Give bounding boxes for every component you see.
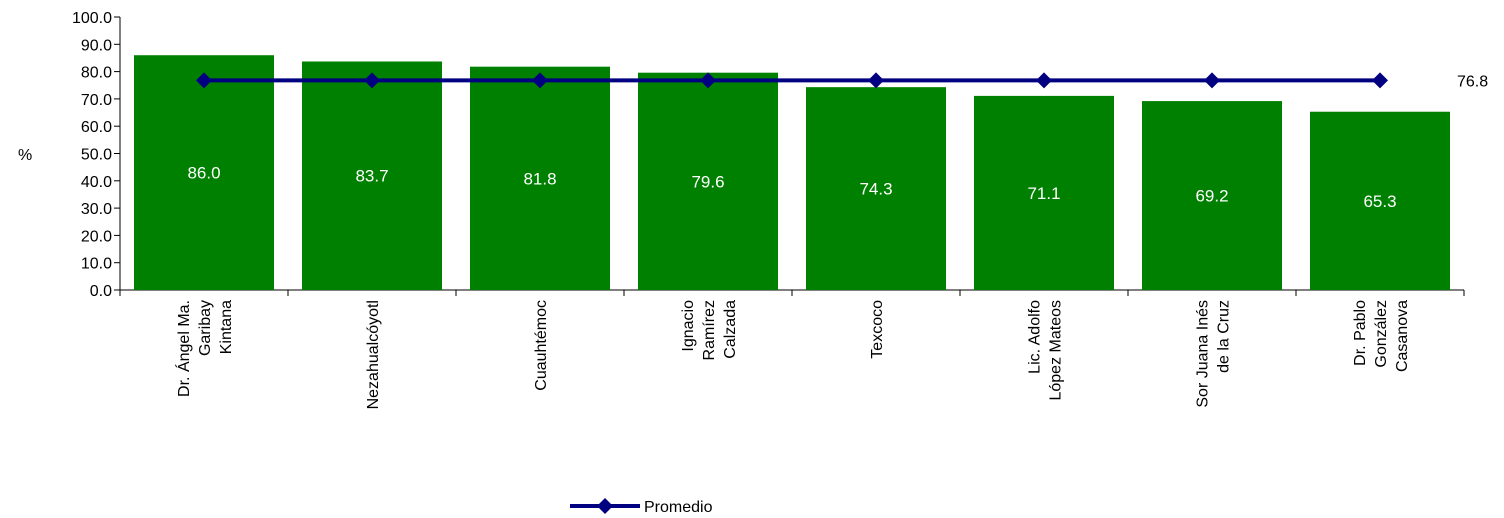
bar-value-label: 69.2 [1195,187,1228,206]
category-label-line: de la Cruz [1216,300,1233,373]
category-label: Texcoco [869,300,886,359]
y-tick-label: 70.0 [81,92,112,109]
category-label-line: Dr. Ángel Ma. [174,300,193,397]
category-label-text: Lic. Adolfo López Mateos [1027,300,1065,401]
category-label-line: Calzada [722,300,739,359]
bar-value-label: 86.0 [187,164,220,183]
category-label-line: Sor Juana Inés [1195,300,1212,408]
bar-value-label: 79.6 [691,172,724,191]
bar [134,55,274,290]
y-tick-label: 100.0 [72,10,112,27]
category-label-line: Lic. Adolfo [1027,300,1044,374]
category-label-line: Ramírez [701,300,718,360]
legend: Promedio [570,498,713,516]
bar [1310,111,1450,290]
y-tick-label: 10.0 [81,256,112,273]
category-label-text: Sor Juana Inés de la Cruz [1195,300,1233,408]
category-label: Dr. Pablo González Casanova [1352,300,1411,372]
average-marker [1036,72,1052,89]
category-label-text: Nezahualcóyotl [365,300,382,409]
bar-value-label: 65.3 [1363,192,1396,211]
y-ticks: 0.0 10.0 20.0 30.0 40.0 50.0 60.0 70.0 80.0 90.0 1… [72,10,1465,300]
average-marker [196,72,212,89]
bar [1142,101,1282,290]
category-label-line: Garibay [197,300,214,356]
legend-label: Promedio [644,499,713,516]
category-label-text: Cuauhtémoc [533,300,550,391]
y-tick-label: 80.0 [81,65,112,82]
category-label-line: Cuauhtémoc [533,300,550,391]
average-marker [868,72,884,89]
y-tick-label: 60.0 [81,119,112,136]
category-label-line: Dr. Pablo [1352,300,1369,366]
category-label-line: Ignacio [680,300,697,352]
average-marker [1204,72,1220,89]
category-label: Sor Juana Inés de la Cruz [1195,300,1233,408]
y-axis-label: % [18,147,32,164]
y-tick-label: 90.0 [81,37,112,54]
category-label-text: Texcoco [869,300,886,359]
y-tick-label: 40.0 [81,174,112,191]
category-label: Cuauhtémoc [533,300,550,391]
category-label-text: Ignacio Ramírez Calzada [680,300,739,361]
category-label-line: Texcoco [869,300,886,359]
legend-diamond-icon [597,498,613,514]
y-tick-label: 0.0 [90,283,112,300]
category-label-line: Nezahualcóyotl [365,300,382,409]
bar [638,72,778,290]
average-marker [364,72,380,89]
y-tick-label: 30.0 [81,201,112,218]
average-marker [1372,72,1388,89]
bar [806,87,946,290]
bar-value-label: 74.3 [859,180,892,199]
bars: 86.0 83.7 81.8 79.6 74.3 71.1 69.2 65.3 [134,55,1450,291]
category-label-line: González [1373,300,1390,368]
category-label: Nezahualcóyotl [365,300,382,409]
category-label-line: López Mateos [1048,300,1065,401]
category-label-line: Casanova [1394,300,1411,372]
average-value-label: 76.8 [1457,73,1488,90]
y-tick-label: 20.0 [81,228,112,245]
category-label-text: Dr. Ángel Ma. Garibay Kintana [174,300,235,397]
category-label: Dr. Ángel Ma. Garibay Kintana [174,300,235,397]
average-line [196,72,1388,89]
bar-value-label: 81.8 [523,169,556,188]
bar [974,95,1114,290]
average-marker [700,72,716,89]
category-label: Lic. Adolfo López Mateos [1027,300,1065,401]
category-label-line: Kintana [218,300,235,354]
bar [302,61,442,291]
category-labels: Dr. Ángel Ma. Garibay Kintana Nezahualcóyot… [174,300,1411,410]
category-label: Ignacio Ramírez Calzada [680,300,739,361]
average-marker [532,72,548,89]
bar [470,66,610,290]
y-tick-label: 50.0 [81,147,112,164]
category-label-text: Dr. Pablo González Casanova [1352,300,1411,372]
bar-value-label: 71.1 [1027,184,1060,203]
bar-value-label: 83.7 [355,167,388,186]
